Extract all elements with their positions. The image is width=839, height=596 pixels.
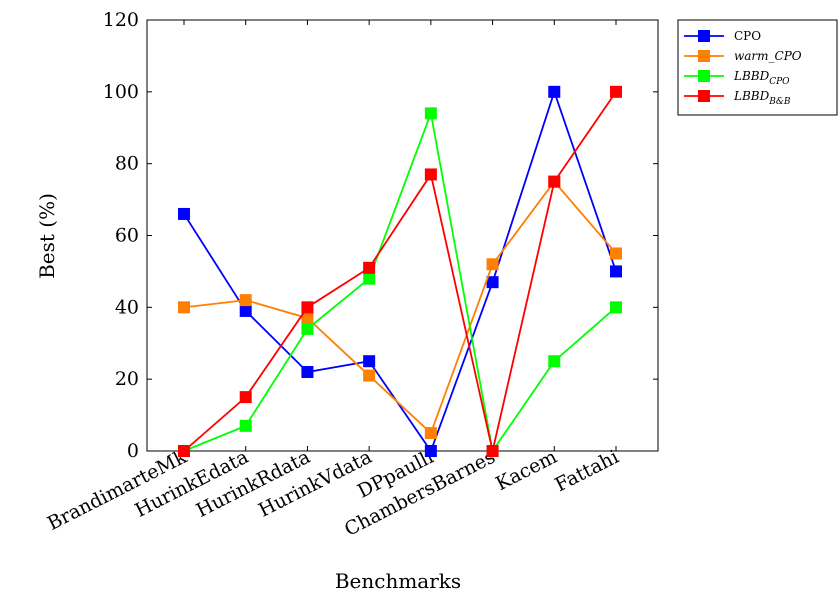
y-axis: 0 20 40 60 80 100 120	[103, 9, 658, 462]
data-point	[610, 265, 622, 278]
legend-label: warm_CPO	[734, 49, 802, 63]
legend-item: warm_CPO	[684, 49, 802, 63]
data-point	[301, 312, 314, 325]
y-tick-label: 80	[115, 153, 139, 175]
data-point	[363, 369, 376, 382]
legend-label: LBBDCPO	[733, 69, 790, 87]
legend-swatch-marker	[698, 90, 710, 102]
series-line	[183, 88, 617, 453]
series-layer	[178, 85, 622, 457]
legend-label: CPO	[734, 29, 761, 43]
y-tick-label: 60	[115, 225, 139, 247]
legend-item: LBBDCPO	[684, 69, 790, 87]
legend: CPO warm_CPO LBBDCPO LBBDB&B	[677, 19, 838, 116]
data-point	[239, 391, 252, 404]
y-axis-label: Best (%)	[35, 193, 59, 279]
legend-swatch-marker	[698, 50, 710, 62]
legend-item: CPO	[684, 29, 761, 43]
series-2	[178, 175, 622, 440]
data-point	[178, 445, 190, 457]
data-point	[610, 85, 622, 98]
data-point	[486, 445, 499, 457]
series-line	[183, 180, 617, 435]
y-tick-label: 120	[103, 9, 139, 31]
data-point	[363, 355, 376, 368]
data-point	[178, 301, 190, 314]
data-point	[301, 365, 314, 378]
data-point	[548, 355, 561, 368]
legend-label: LBBDB&B	[733, 89, 791, 107]
legend-swatch-marker	[698, 70, 710, 82]
data-point	[486, 276, 499, 289]
data-point	[548, 175, 561, 188]
plot-frame	[146, 19, 659, 452]
series-4	[178, 85, 622, 457]
y-tick-label: 40	[115, 296, 139, 318]
x-tick-label: Fattahi	[552, 446, 623, 497]
data-point	[424, 168, 437, 181]
data-point	[301, 301, 314, 314]
data-point	[424, 427, 437, 440]
data-point	[239, 419, 252, 432]
series-line	[183, 91, 617, 452]
series-1	[178, 85, 622, 457]
series-line	[183, 110, 617, 454]
data-point	[610, 301, 622, 314]
data-point	[178, 207, 190, 220]
data-point	[424, 107, 437, 120]
data-point	[548, 85, 561, 98]
legend-swatch-marker	[698, 30, 710, 42]
y-tick-label: 0	[127, 440, 139, 462]
data-point	[363, 261, 376, 274]
data-point	[363, 272, 376, 285]
y-tick-label: 20	[115, 368, 139, 390]
data-point	[239, 304, 252, 317]
data-point	[610, 247, 622, 260]
x-tick-label: Kacem	[492, 446, 560, 495]
data-point	[239, 294, 252, 307]
y-tick-label: 100	[103, 81, 139, 103]
data-point	[486, 258, 499, 271]
data-point	[301, 322, 314, 335]
legend-item: LBBDB&B	[684, 89, 791, 107]
x-axis-label: Benchmarks	[335, 569, 461, 593]
data-point	[424, 445, 437, 457]
